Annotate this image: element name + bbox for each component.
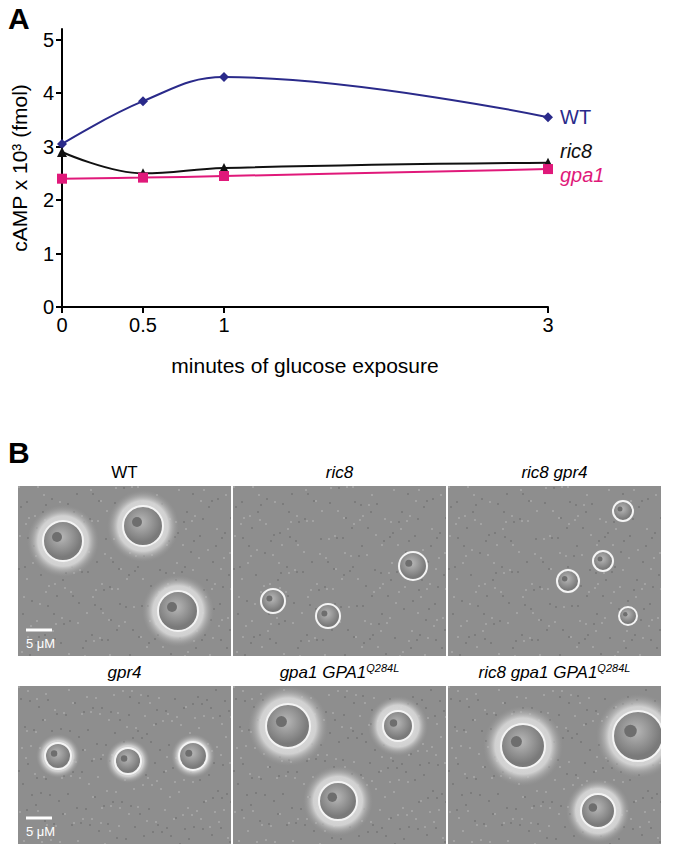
svg-text:cAMP x 10³ (fmol): cAMP x 10³ (fmol): [8, 84, 31, 252]
svg-text:ric8: ric8: [326, 463, 354, 482]
svg-text:1: 1: [218, 314, 229, 336]
svg-text:4: 4: [43, 82, 54, 104]
svg-text:1: 1: [43, 243, 54, 265]
svg-text:5 μM: 5 μM: [26, 636, 55, 651]
svg-text:gpa1: gpa1: [560, 164, 605, 186]
svg-text:ric8 gpa1 GPA1Q284L: ric8 gpa1 GPA1Q284L: [479, 662, 631, 682]
svg-text:WT: WT: [111, 463, 137, 482]
svg-text:WT: WT: [560, 106, 591, 128]
svg-text:3: 3: [43, 136, 54, 158]
svg-text:5: 5: [43, 29, 54, 51]
svg-text:0: 0: [56, 314, 67, 336]
svg-text:5 μM: 5 μM: [26, 824, 55, 839]
svg-text:2: 2: [43, 189, 54, 211]
svg-text:ric8 gpr4: ric8 gpr4: [521, 463, 587, 482]
svg-text:gpa1 GPA1Q284L: gpa1 GPA1Q284L: [280, 662, 400, 682]
svg-text:3: 3: [542, 314, 553, 336]
html-text:A: A: [8, 2, 30, 35]
html-text:B: B: [8, 436, 30, 469]
svg-text:gpr4: gpr4: [107, 663, 141, 682]
svg-text:0.5: 0.5: [129, 314, 157, 336]
svg-text:0: 0: [43, 296, 54, 318]
svg-text:ric8: ric8: [560, 140, 592, 162]
svg-text:minutes of glucose exposure: minutes of glucose exposure: [171, 354, 438, 377]
